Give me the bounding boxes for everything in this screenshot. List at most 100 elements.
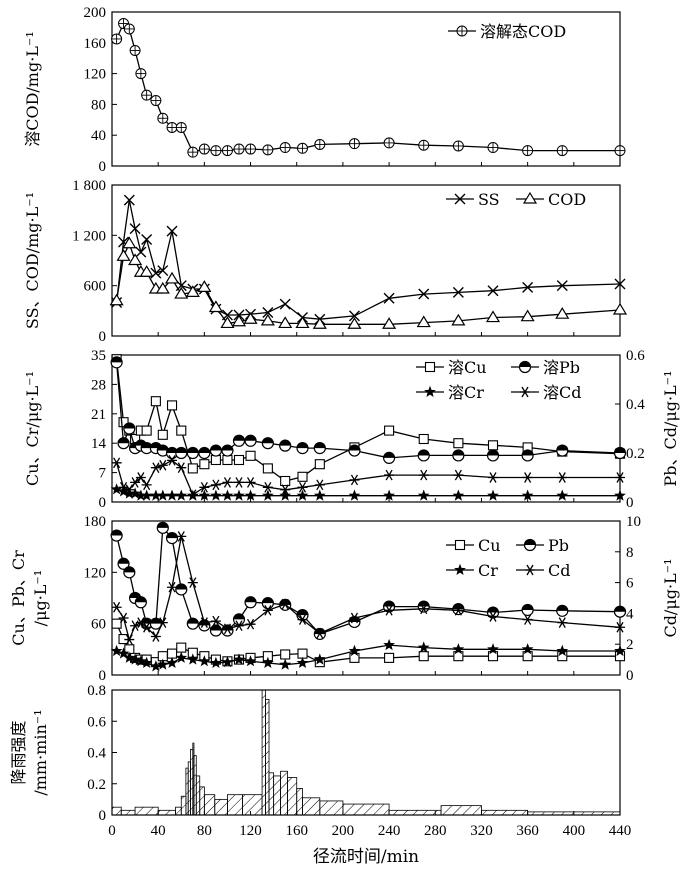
data-point [123, 487, 136, 499]
data-point [135, 655, 147, 667]
data-point [135, 472, 146, 483]
data-point [418, 288, 430, 300]
data-point [129, 223, 141, 235]
y-tick-label: 0.4 [87, 746, 106, 762]
x-tick-label: 360 [516, 823, 539, 839]
y-right-tick-label: 0.6 [626, 348, 645, 364]
legend-marker [454, 193, 466, 205]
data-point [557, 472, 568, 483]
x-tick-label: 400 [563, 823, 586, 839]
data-point-fill [123, 566, 135, 573]
y-tick-label: 7 [99, 466, 107, 482]
rain-bar [134, 806, 159, 816]
data-point [383, 638, 395, 651]
series-line [116, 22, 620, 153]
data-point [296, 656, 309, 668]
y-axis-label-line1: 降雨强度 [9, 720, 28, 784]
data-point [522, 281, 534, 293]
data-point [418, 603, 429, 615]
data-point [452, 643, 465, 655]
data-point-fill [233, 613, 245, 620]
y-tick-label: 0 [99, 159, 107, 175]
data-point [417, 489, 430, 501]
data-point [176, 531, 187, 542]
data-point [233, 489, 245, 501]
y-tick-label: 80 [91, 97, 106, 113]
data-point [383, 292, 395, 304]
data-point-fill [187, 618, 199, 624]
data-point [140, 656, 153, 668]
data-point [556, 489, 569, 501]
y-axis-label-line2: /mm·min⁻¹ [31, 709, 50, 795]
data-point-fill [233, 435, 245, 441]
data-point [210, 615, 221, 627]
data-point [128, 253, 143, 266]
x-tick-label: 120 [239, 823, 262, 839]
data-point [349, 474, 360, 486]
data-point [150, 489, 162, 501]
data-point [187, 577, 198, 588]
plot-frame [111, 354, 621, 503]
data-point [417, 641, 430, 653]
data-point [166, 656, 178, 668]
data-point-fill [198, 447, 210, 453]
rain-bar [227, 794, 243, 816]
legend-label: Cu [478, 536, 501, 555]
y-tick-label: 600 [84, 279, 107, 295]
data-point-fill [522, 449, 534, 456]
data-point [279, 298, 291, 310]
data-point [208, 300, 223, 313]
data-point [614, 644, 626, 657]
series-溶Cd [111, 455, 625, 500]
data-point [453, 469, 464, 481]
data-point [348, 310, 360, 322]
series-Cd [111, 531, 625, 645]
data-point [522, 472, 533, 483]
data-point [150, 660, 162, 672]
data-point [297, 614, 308, 625]
data-point [555, 307, 570, 319]
data-point [279, 489, 292, 501]
data-point [141, 234, 153, 246]
legend-marker-fill [524, 539, 536, 545]
data-point [383, 489, 395, 501]
data-point [123, 194, 135, 206]
data-point [187, 463, 198, 474]
x-tick-label: 200 [332, 823, 355, 839]
data-point [157, 617, 168, 628]
data-point [122, 236, 137, 249]
rain-bar [302, 797, 321, 816]
data-point [244, 655, 257, 667]
rain-bar [268, 772, 275, 816]
data-point [157, 265, 169, 277]
y-axis-label: Cu、Cr/μg·L⁻¹ [23, 371, 42, 486]
data-point-fill [111, 530, 123, 536]
rain-bar [280, 770, 288, 816]
legend-marker [454, 563, 466, 575]
data-point-fill [279, 440, 291, 446]
data-point [314, 479, 325, 491]
legend-label: 溶Cd [543, 383, 582, 402]
data-point [279, 658, 292, 670]
data-point [487, 643, 499, 655]
data-point [313, 653, 326, 665]
data-point-fill [297, 442, 308, 449]
rain-bar [111, 806, 122, 816]
data-point-fill [522, 604, 534, 610]
data-point-fill [141, 442, 153, 449]
x-tick-label: 80 [197, 823, 212, 839]
data-point [139, 265, 154, 277]
data-point [418, 651, 429, 662]
data-point-fill [452, 603, 464, 610]
data-point [221, 656, 234, 668]
panel-1: 0 40 80 120 160 200 溶COD/mg·L⁻¹ 溶解态COD [23, 5, 626, 175]
series-line [115, 526, 621, 635]
data-point [244, 489, 257, 501]
y-axis-label: 溶COD/mg·L⁻¹ [23, 31, 42, 147]
data-point [231, 314, 247, 327]
panel-2: 0 600 1 200 1 800 SS、COD/mg·L⁻¹ SS COD [23, 178, 628, 345]
y-tick-label: 0 [99, 668, 107, 684]
y-tick-label: 0 [99, 495, 107, 511]
y-tick-label: 28 [91, 377, 106, 393]
